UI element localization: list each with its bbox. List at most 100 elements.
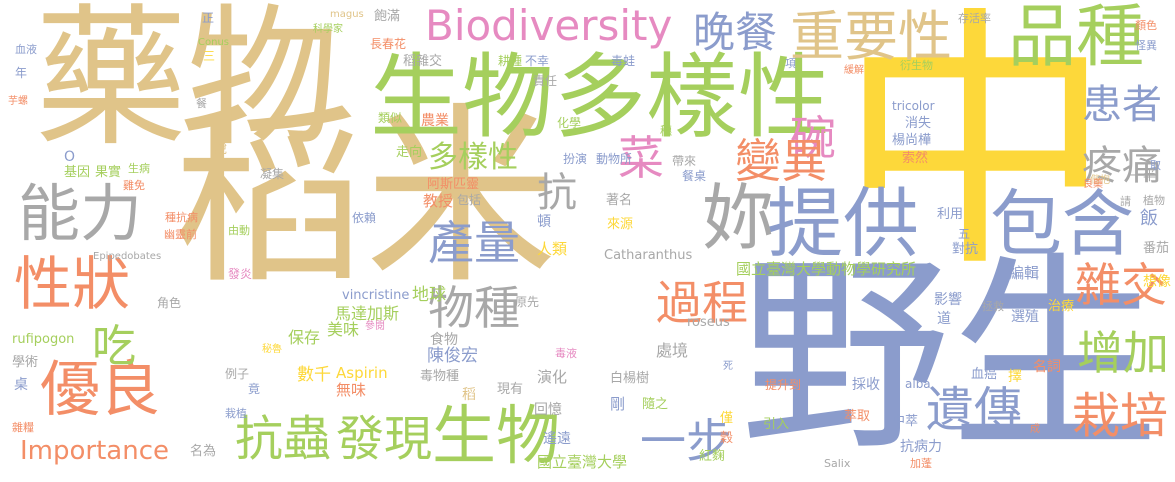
word-xing-zhuang: 性狀 (14, 250, 131, 318)
word-chan-liang: 產量 (428, 216, 520, 270)
word-yan-hua: 演化 (537, 368, 568, 386)
word-ji-yin: 基因 (64, 165, 91, 180)
word-cui-qu: 萃取 (844, 409, 871, 424)
word-yi-ban: 一半 (1130, 169, 1157, 184)
word-gang: 剛 (610, 395, 626, 413)
word-yin-ru: 引入 (763, 417, 790, 432)
word-alba: alba (905, 377, 931, 391)
word-fan: 飯 (1140, 208, 1158, 229)
word-jing: 竟 (248, 382, 261, 396)
word-guai-yi: 怪異 (1135, 39, 1157, 52)
word-bian-ji: 編輯 (1009, 264, 1040, 282)
word-nong-ye: 農業 (421, 113, 449, 129)
word-zhu-ming: 著名 (606, 193, 633, 208)
word-wu-wei: 無味 (336, 381, 367, 399)
word-nian: 年 (15, 66, 28, 80)
word-zhi-liao: 治療 (1048, 299, 1075, 314)
word-guo-cheng: 過程 (656, 276, 748, 330)
word-cai-shou: 採收 (852, 377, 880, 393)
word-ti-sheng-dao: 提升到 (765, 378, 802, 392)
word-jiao-se: 角色 (157, 296, 182, 310)
word-zheng-jiu: 拯救 (982, 300, 1004, 313)
word-zeng-jia: 增加 (1077, 326, 1169, 380)
word-si: 死 (723, 361, 733, 372)
word-can: 餐 (196, 97, 207, 110)
word-kang: 抗 (537, 170, 577, 216)
word-madagascar: 馬達加斯 (335, 304, 400, 323)
word-jia-peng: 加蓬 (910, 457, 932, 470)
word-kang-bing-li: 抗病力 (900, 439, 942, 455)
word-dao-za-jiao: 稻雜交 (403, 54, 443, 69)
word-bao-cun: 保存 (288, 328, 321, 347)
word-sui: 穗 (660, 124, 673, 138)
word-ming-ci: 名詞 (1033, 359, 1061, 375)
word-xiang: 項 (785, 57, 796, 70)
word-sheng-bing: 生病 (128, 162, 150, 175)
word-duo-yang-xing: 多樣性 (428, 140, 518, 175)
word-you-ling-qian: 幽靈前 (164, 228, 197, 241)
word-magus: magus (330, 9, 364, 20)
word-zhuo: 桌 (14, 377, 28, 393)
word-dao-road: 道 (937, 311, 951, 327)
word-sheng-wu-duo-yang-xing: 生物多樣性 (370, 44, 831, 151)
word-ze-ren: 責任 (533, 74, 558, 88)
word-xue-shu: 學術 (12, 355, 39, 370)
word-wu: 五 (958, 227, 971, 241)
word-xiao-shi: 消失 (905, 116, 932, 131)
word-xue-ye: 血液 (15, 43, 37, 56)
word-epipedobates: Epipedobates (93, 251, 162, 262)
word-du-wa: 毒蛙 (611, 54, 636, 68)
word-za-liang: 雜糧 (12, 421, 34, 434)
word-zheng: 正 (202, 11, 215, 25)
word-zhong-yao-xing: 重要性 (790, 5, 952, 68)
word-teng-tong: 疼痛 (1082, 143, 1162, 189)
word-fa-xian: 發現 (336, 411, 433, 467)
word-ye-sheng: 野生 (740, 234, 1161, 479)
word-zai-pei: 栽培 (1072, 388, 1169, 444)
word-du-wu-zhong: 毒物種 (420, 369, 460, 384)
word-xiang-xiang: 想像 (1143, 274, 1171, 290)
word-wan-can: 晚餐 (693, 8, 778, 57)
word-dun: 頓 (537, 214, 551, 230)
word-ming-wei: 名為 (190, 444, 217, 459)
word-ying-xiang: 影響 (934, 292, 962, 308)
word-yang-shang-hua: 楊尚樺 (892, 133, 932, 148)
word-aspirin: Aspirin (336, 364, 388, 382)
word-catharanthus: Catharanthus (604, 248, 693, 263)
word-fa-yan: 發炎 (228, 267, 253, 281)
word-jiao-shou: 教授 (423, 192, 454, 210)
word-zhi-wu: 植物 (1143, 194, 1165, 207)
word-hui-yi: 回憶 (534, 402, 562, 418)
word-ning-ji: 凝集 (260, 167, 285, 181)
word-sheng-wu: 生物 (432, 400, 560, 474)
word-letter-o: O (64, 149, 76, 165)
word-zai-zhi: 栽植 (225, 407, 247, 420)
word-geng-zhong: 耕種 (498, 54, 523, 68)
word-suo-ran: 索然 (902, 151, 929, 166)
word-ren-lei: 人類 (537, 240, 568, 258)
word-can-zhuo: 餐桌 (682, 169, 707, 183)
word-qing: 請 (1120, 195, 1131, 208)
word-qu: 取 (1150, 159, 1161, 172)
word-pin-zhong: 品種 (1008, 0, 1145, 77)
word-ni: 妳 (702, 176, 775, 260)
word-yan-sheng-wu: 衍生物 (900, 59, 933, 72)
word-yuan-xian: 原先 (515, 295, 540, 309)
word-dao-mi: 稻米 (173, 87, 557, 310)
word-chu-jing: 處境 (656, 341, 689, 360)
word-xuan-zhi: 選殖 (1011, 309, 1039, 325)
word-li-zi: 例子 (225, 367, 250, 381)
word-chen-jun-hong: 陳俊宏 (427, 346, 478, 366)
word-za-jiao: 雜交 (1075, 258, 1167, 312)
word-roseus: roseus (687, 315, 730, 330)
word-yi-bu: 一步 (640, 414, 732, 468)
word-xian-you: 現有 (497, 382, 524, 397)
word-zhong: 中 (838, 0, 1113, 304)
word-yan-se: 顏色 (1135, 19, 1157, 32)
word-ke-xue-jia: 科學家 (313, 24, 343, 35)
word-liang-yao: 良藥 (1083, 179, 1103, 190)
word-biodiversity: Biodiversity (425, 1, 673, 50)
word-dai-lai: 帶來 (672, 154, 697, 168)
word-yi-chuan: 遺傳 (926, 382, 1023, 438)
